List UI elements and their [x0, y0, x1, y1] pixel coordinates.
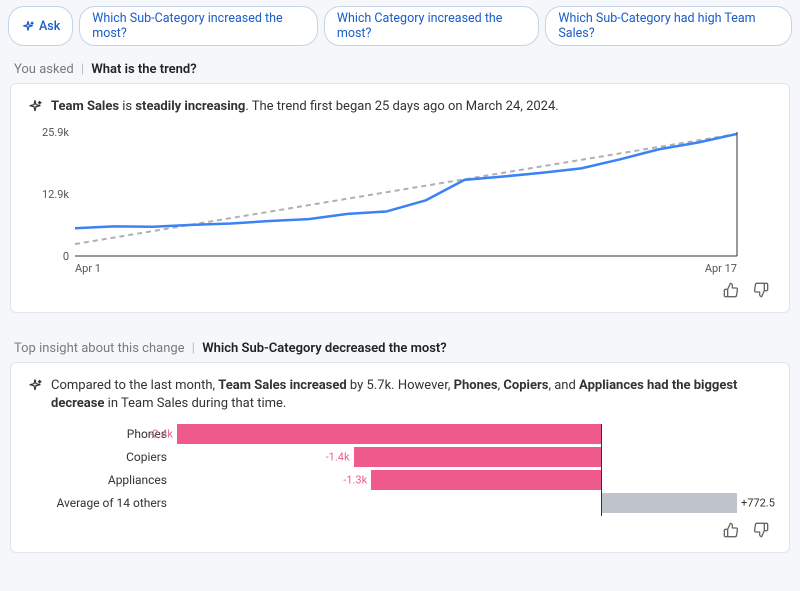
suggestion-chips: Ask Which Sub-Category increased the mos… — [0, 0, 800, 52]
bar-label: Copiers — [27, 450, 177, 464]
svg-text:25.9k: 25.9k — [42, 126, 69, 139]
chip-label: Which Sub-Category increased the most? — [92, 11, 305, 41]
insight-bold: Team Sales increased — [218, 378, 346, 393]
svg-text:Apr 17: Apr 17 — [705, 262, 737, 275]
bar-area: -1.4k — [177, 447, 737, 467]
section-header-1: You asked | What is the trend? — [0, 52, 800, 83]
insight-bold: Team Sales — [51, 99, 119, 114]
bar — [371, 470, 600, 490]
divider: | — [192, 341, 195, 356]
insight-bold: Copiers — [503, 378, 548, 393]
bar-row: Appliances -1.3k — [27, 470, 773, 490]
bar — [354, 447, 601, 467]
insight-sentence: Team Sales is steadily increasing. The t… — [51, 98, 559, 116]
bar-row: Average of 14 others +772.5 — [27, 493, 773, 513]
chip-label: Which Sub-Category had high Team Sales? — [558, 11, 779, 41]
section-prefix: Top insight about this change — [14, 341, 185, 356]
insight-card-1: Team Sales is steadily increasing. The t… — [10, 83, 790, 313]
chip-label: Which Category increased the most? — [337, 11, 527, 41]
svg-text:12.9k: 12.9k — [42, 188, 69, 201]
bar-area: -2.4k — [177, 424, 737, 444]
bar-row: Phones -2.4k — [27, 424, 773, 444]
insight-card-2: Compared to the last month, Team Sales i… — [10, 362, 790, 552]
decrease-bar-chart: Phones -2.4k Copiers -1.4k Appliances -1… — [27, 424, 773, 516]
suggestion-chip-2[interactable]: Which Sub-Category had high Team Sales? — [545, 6, 792, 46]
ask-chip-label: Ask — [39, 19, 60, 34]
thumbs-up-icon[interactable] — [723, 522, 739, 542]
insight-sentence: Compared to the last month, Team Sales i… — [51, 377, 773, 413]
sparkle-icon — [27, 99, 43, 115]
bar-row: Copiers -1.4k — [27, 447, 773, 467]
section-question: What is the trend? — [91, 62, 196, 77]
feedback-row — [27, 516, 773, 544]
divider: | — [81, 62, 84, 77]
zero-axis — [601, 424, 602, 516]
section-header-2: Top insight about this change | Which Su… — [0, 323, 800, 362]
insight-text-1: Team Sales is steadily increasing. The t… — [27, 98, 773, 116]
bar-area: -1.3k — [177, 470, 737, 490]
bar — [601, 493, 737, 513]
sparkle-icon — [21, 20, 35, 34]
ask-chip[interactable]: Ask — [8, 6, 73, 46]
bar-label: Average of 14 others — [27, 496, 177, 510]
sparkle-icon — [27, 378, 43, 394]
section-prefix: You asked — [14, 62, 74, 77]
insight-text-2: Compared to the last month, Team Sales i… — [27, 377, 773, 413]
thumbs-up-icon[interactable] — [723, 282, 739, 302]
trend-line-chart: 0 12.9k 25.9k Apr 1 Apr 17 — [27, 126, 747, 276]
insight-bold: steadily increasing — [135, 99, 245, 114]
insight-bold: Phones — [454, 378, 498, 393]
section-question: Which Sub-Category decreased the most? — [202, 341, 446, 356]
feedback-row — [27, 276, 773, 304]
suggestion-chip-1[interactable]: Which Category increased the most? — [324, 6, 540, 46]
bar-area: +772.5 — [177, 493, 737, 513]
bar — [177, 424, 601, 444]
suggestion-chip-0[interactable]: Which Sub-Category increased the most? — [79, 6, 318, 46]
svg-text:Apr 1: Apr 1 — [75, 262, 101, 275]
bar-label: Appliances — [27, 473, 177, 487]
svg-text:0: 0 — [63, 250, 69, 263]
thumbs-down-icon[interactable] — [753, 282, 769, 302]
thumbs-down-icon[interactable] — [753, 522, 769, 542]
